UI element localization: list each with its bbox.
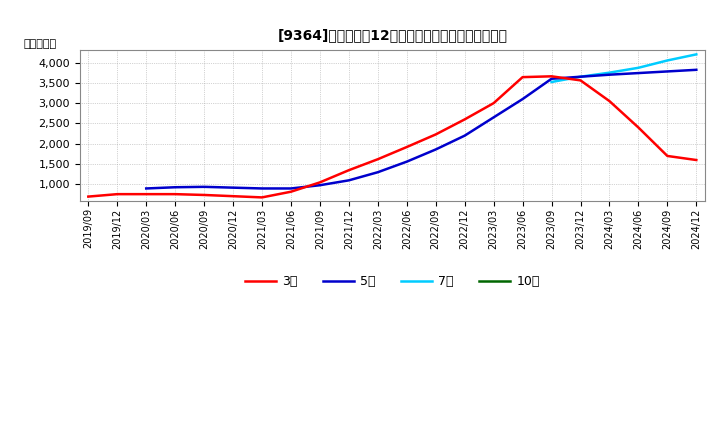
3年	[113, 191, 122, 197]
3年	[345, 168, 354, 173]
Text: （百万円）: （百万円）	[23, 39, 56, 49]
3年	[460, 117, 469, 122]
5年	[315, 183, 324, 188]
3年	[171, 191, 179, 197]
7年	[576, 74, 585, 79]
5年	[431, 147, 440, 152]
5年	[142, 186, 150, 191]
5年	[490, 115, 498, 120]
Legend: 3年, 5年, 7年, 10年: 3年, 5年, 7年, 10年	[240, 270, 545, 293]
3年	[315, 180, 324, 185]
5年	[460, 133, 469, 138]
5年	[229, 185, 238, 190]
5年	[605, 72, 613, 77]
Title: [9364]　経常利益12か月移動合計の標準偏差の推移: [9364] 経常利益12か月移動合計の標準偏差の推移	[277, 28, 508, 42]
5年	[576, 74, 585, 79]
3年	[229, 194, 238, 199]
Line: 5年: 5年	[146, 70, 696, 188]
3年	[258, 195, 266, 200]
5年	[518, 96, 527, 102]
5年	[171, 185, 179, 190]
5年	[402, 159, 411, 164]
3年	[374, 157, 382, 162]
3年	[84, 194, 93, 199]
3年	[431, 132, 440, 137]
5年	[634, 70, 643, 76]
5年	[692, 67, 701, 73]
3年	[402, 144, 411, 150]
3年	[605, 99, 613, 104]
3年	[142, 191, 150, 197]
3年	[663, 153, 672, 158]
5年	[199, 184, 208, 190]
5年	[374, 169, 382, 175]
3年	[490, 100, 498, 106]
7年	[605, 70, 613, 75]
3年	[576, 78, 585, 83]
5年	[287, 186, 295, 191]
3年	[199, 192, 208, 198]
7年	[692, 52, 701, 57]
3年	[692, 158, 701, 163]
5年	[345, 178, 354, 183]
Line: 7年: 7年	[552, 55, 696, 82]
Line: 3年: 3年	[89, 76, 696, 198]
3年	[287, 189, 295, 194]
5年	[663, 69, 672, 74]
3年	[547, 73, 556, 79]
7年	[634, 65, 643, 70]
5年	[547, 76, 556, 81]
7年	[663, 58, 672, 63]
3年	[518, 74, 527, 80]
7年	[547, 79, 556, 84]
3年	[634, 125, 643, 130]
5年	[258, 186, 266, 191]
